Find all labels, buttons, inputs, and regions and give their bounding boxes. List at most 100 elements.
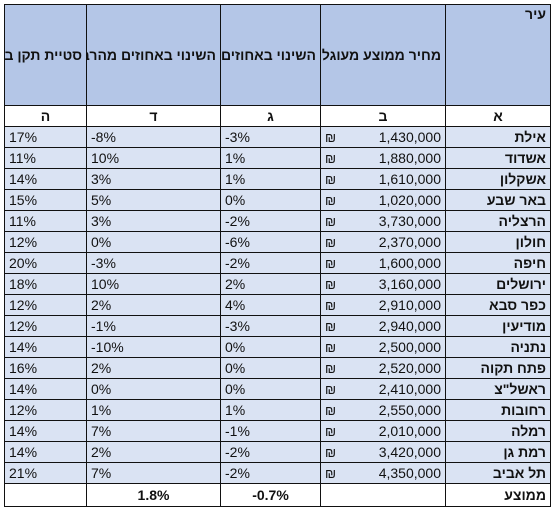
city-cell[interactable]: פתח תקוה (445, 357, 551, 379)
letter-change-prev[interactable]: ג (220, 105, 321, 127)
change-year-cell[interactable]: 1% (86, 399, 221, 421)
header-city[interactable]: עיר (445, 4, 551, 106)
price-cell[interactable]: ₪ 2,500,000 (320, 336, 446, 358)
change-prev-cell[interactable]: -2% (220, 441, 321, 463)
change-prev-cell[interactable]: 1% (220, 168, 321, 190)
deviation-cell[interactable]: 11% (4, 147, 87, 169)
price-cell[interactable]: ₪ 2,370,000 (320, 231, 446, 253)
city-cell[interactable]: באר שבע (445, 189, 551, 211)
change-prev-cell[interactable]: 2% (220, 273, 321, 295)
header-deviation[interactable]: סטיית תקן באחוזים Q3/2025 (4, 4, 87, 106)
city-cell[interactable]: אשדוד (445, 147, 551, 169)
city-cell[interactable]: אילת (445, 126, 551, 148)
change-prev-cell[interactable]: -2% (220, 252, 321, 274)
price-cell[interactable]: ₪ 1,600,000 (320, 252, 446, 274)
change-prev-cell[interactable]: 0% (220, 378, 321, 400)
deviation-cell[interactable]: 17% (4, 126, 87, 148)
city-cell[interactable]: הרצליה (445, 210, 551, 232)
price-cell[interactable]: ₪ 4,350,000 (320, 462, 446, 484)
change-year-cell[interactable]: 0% (86, 378, 221, 400)
deviation-cell[interactable]: 12% (4, 315, 87, 337)
header-change-year[interactable]: השינוי באחוזים מהרבעון המקביל אשתקד (Q3/… (86, 4, 221, 106)
price-cell[interactable]: ₪ 2,910,000 (320, 294, 446, 316)
price-cell[interactable]: ₪ 1,020,000 (320, 189, 446, 211)
change-year-cell[interactable]: -10% (86, 336, 221, 358)
deviation-cell[interactable]: 15% (4, 189, 87, 211)
change-year-cell[interactable]: 7% (86, 420, 221, 442)
change-year-cell[interactable]: -8% (86, 126, 221, 148)
letter-change-year[interactable]: ד (86, 105, 221, 127)
city-cell[interactable]: רחובות (445, 399, 551, 421)
change-prev-cell[interactable]: 0% (220, 189, 321, 211)
change-year-cell[interactable]: 3% (86, 168, 221, 190)
deviation-cell[interactable]: 12% (4, 231, 87, 253)
city-cell[interactable]: חולון (445, 231, 551, 253)
price-cell[interactable]: ₪ 1,880,000 (320, 147, 446, 169)
change-year-cell[interactable]: 2% (86, 294, 221, 316)
price-cell[interactable]: ₪ 3,160,000 (320, 273, 446, 295)
deviation-cell[interactable]: 11% (4, 210, 87, 232)
price-cell[interactable]: ₪ 3,730,000 (320, 210, 446, 232)
city-cell[interactable]: אשקלון (445, 168, 551, 190)
deviation-cell[interactable]: 12% (4, 399, 87, 421)
change-year-cell[interactable]: -1% (86, 315, 221, 337)
change-prev-cell[interactable]: -2% (220, 210, 321, 232)
city-cell[interactable]: תל אביב (445, 462, 551, 484)
city-cell[interactable]: מודיעין (445, 315, 551, 337)
deviation-cell[interactable]: 18% (4, 273, 87, 295)
price-cell[interactable]: ₪ 2,940,000 (320, 315, 446, 337)
header-price[interactable]: מחיר ממוצע מעוגל לדירת 4 חדרים Q3/2025 (320, 4, 446, 106)
average-deviation-cell[interactable] (4, 483, 87, 507)
change-year-cell[interactable]: 10% (86, 273, 221, 295)
change-prev-cell[interactable]: 1% (220, 399, 321, 421)
deviation-cell[interactable]: 14% (4, 168, 87, 190)
price-cell[interactable]: ₪ 1,430,000 (320, 126, 446, 148)
change-year-cell[interactable]: 2% (86, 357, 221, 379)
change-prev-cell[interactable]: 0% (220, 336, 321, 358)
average-price-cell[interactable] (320, 483, 446, 507)
price-cell[interactable]: ₪ 3,420,000 (320, 441, 446, 463)
average-label[interactable]: ממוצע (445, 483, 551, 507)
deviation-cell[interactable]: 14% (4, 336, 87, 358)
price-cell[interactable]: ₪ 2,550,000 (320, 399, 446, 421)
change-prev-cell[interactable]: 1% (220, 147, 321, 169)
letter-price[interactable]: ב (320, 105, 446, 127)
city-cell[interactable]: ירושלים (445, 273, 551, 295)
change-prev-cell[interactable]: -3% (220, 315, 321, 337)
deviation-cell[interactable]: 12% (4, 294, 87, 316)
deviation-cell[interactable]: 14% (4, 420, 87, 442)
deviation-cell[interactable]: 21% (4, 462, 87, 484)
average-change-year[interactable]: 1.8% (86, 483, 221, 507)
change-year-cell[interactable]: 2% (86, 441, 221, 463)
city-cell[interactable]: חיפה (445, 252, 551, 274)
change-prev-cell[interactable]: 0% (220, 357, 321, 379)
letter-city[interactable]: א (445, 105, 551, 127)
deviation-cell[interactable]: 20% (4, 252, 87, 274)
city-cell[interactable]: ראשל"צ (445, 378, 551, 400)
price-cell[interactable]: ₪ 2,010,000 (320, 420, 446, 442)
change-year-cell[interactable]: -3% (86, 252, 221, 274)
change-prev-cell[interactable]: -6% (220, 231, 321, 253)
city-cell[interactable]: נתניה (445, 336, 551, 358)
change-year-cell[interactable]: 10% (86, 147, 221, 169)
change-prev-cell[interactable]: -2% (220, 462, 321, 484)
change-prev-cell[interactable]: -1% (220, 420, 321, 442)
city-cell[interactable]: כפר סבא (445, 294, 551, 316)
price-cell[interactable]: ₪ 2,410,000 (320, 378, 446, 400)
price-cell[interactable]: ₪ 2,520,000 (320, 357, 446, 379)
change-prev-cell[interactable]: -3% (220, 126, 321, 148)
deviation-cell[interactable]: 16% (4, 357, 87, 379)
deviation-cell[interactable]: 14% (4, 441, 87, 463)
change-year-cell[interactable]: 3% (86, 210, 221, 232)
change-prev-cell[interactable]: 4% (220, 294, 321, 316)
city-cell[interactable]: רמת גן (445, 441, 551, 463)
header-change-prev[interactable]: השינוי באחוזים מהרבעון הקודם (Q2/2025) (220, 4, 321, 106)
change-year-cell[interactable]: 7% (86, 462, 221, 484)
change-year-cell[interactable]: 0% (86, 231, 221, 253)
deviation-cell[interactable]: 14% (4, 378, 87, 400)
city-cell[interactable]: רמלה (445, 420, 551, 442)
price-cell[interactable]: ₪ 1,610,000 (320, 168, 446, 190)
average-change-prev[interactable]: -0.7% (220, 483, 321, 507)
letter-deviation[interactable]: ה (4, 105, 87, 127)
change-year-cell[interactable]: 5% (86, 189, 221, 211)
